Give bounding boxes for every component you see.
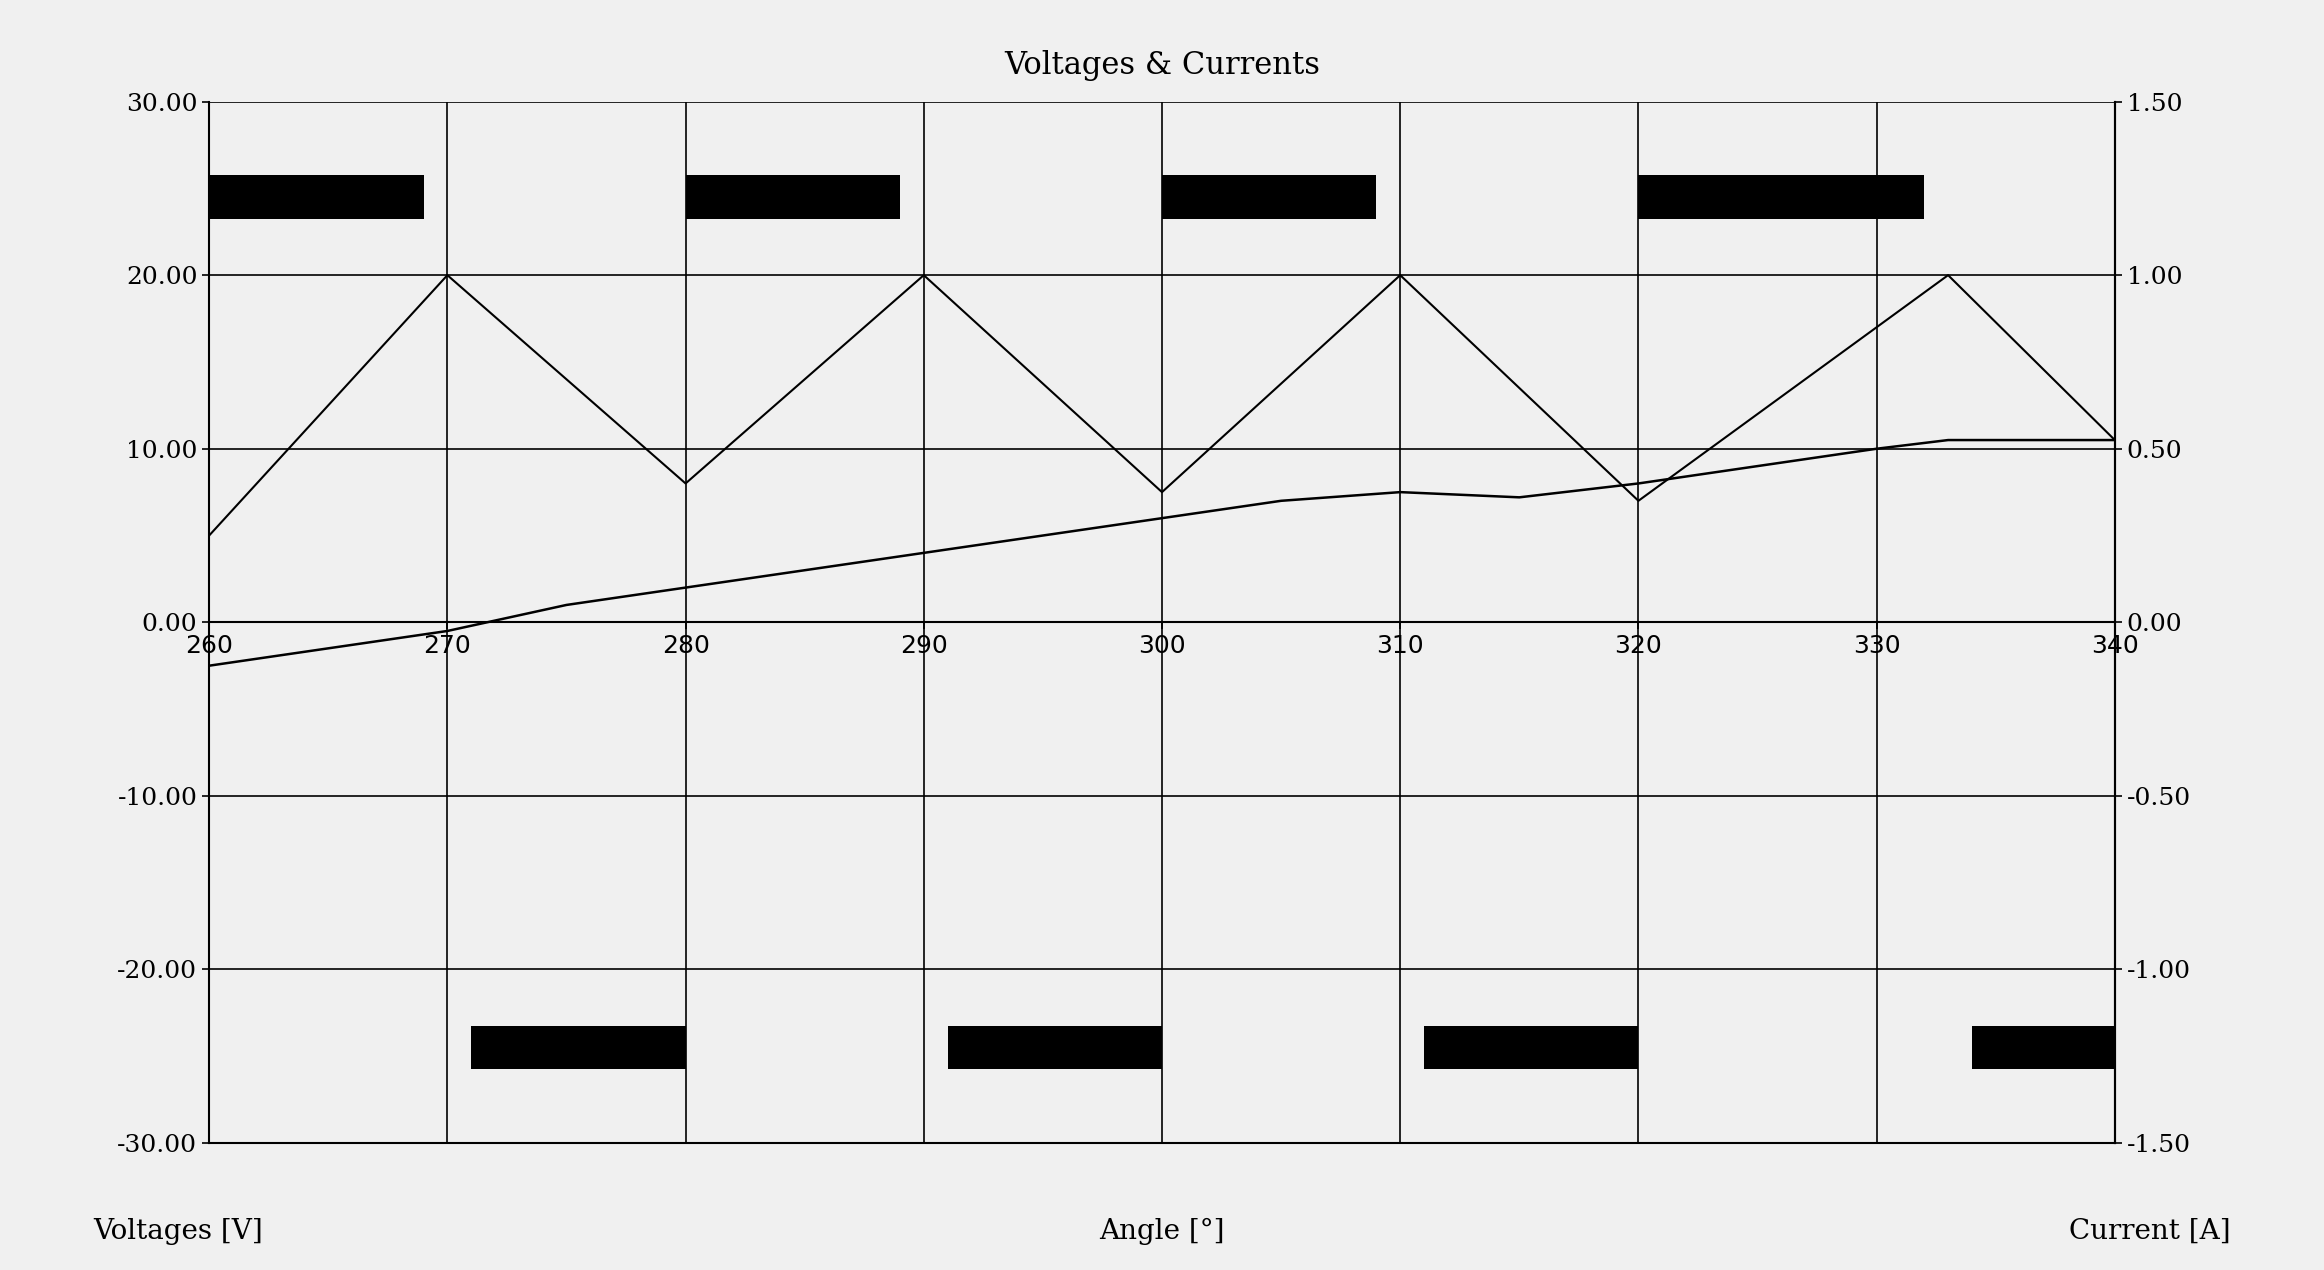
Bar — [948, 1026, 1162, 1069]
Bar — [472, 1026, 686, 1069]
Text: Voltages [V]: Voltages [V] — [93, 1218, 263, 1245]
Bar — [1973, 1026, 2115, 1069]
Bar — [1162, 175, 1376, 218]
Bar — [209, 175, 423, 218]
Title: Voltages & Currents: Voltages & Currents — [1004, 50, 1320, 81]
Text: Current [A]: Current [A] — [2068, 1218, 2231, 1245]
Bar — [686, 175, 899, 218]
Bar — [1638, 175, 1924, 218]
Text: Angle [°]: Angle [°] — [1099, 1218, 1225, 1245]
Bar — [1425, 1026, 1638, 1069]
